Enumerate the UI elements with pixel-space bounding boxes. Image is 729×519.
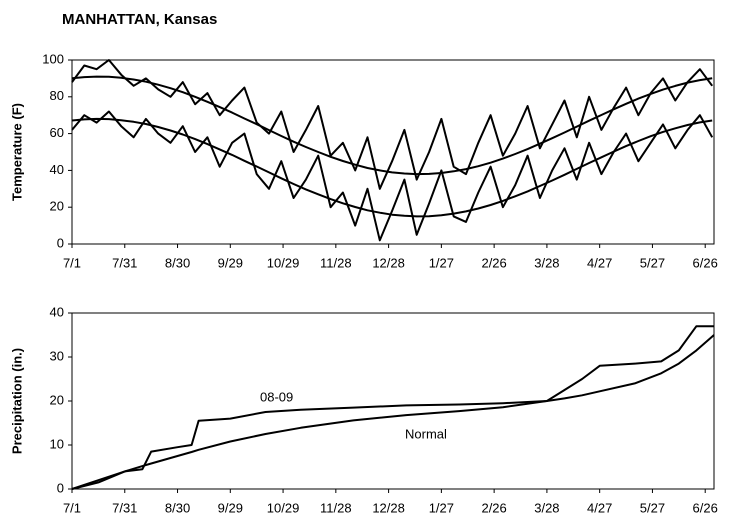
y-axis-title: Precipitation (in.) [9,348,24,454]
x-tick-label: 8/30 [165,500,190,515]
y-tick-label: 80 [50,88,64,103]
x-tick-label: 6/26 [693,500,718,515]
x-tick-label: 2/26 [481,255,506,270]
x-tick-label: 12/28 [372,255,405,270]
y-tick-label: 10 [50,436,64,451]
series-label: Normal [405,426,447,441]
x-tick-label: 8/30 [165,255,190,270]
x-tick-label: 7/1 [63,500,81,515]
chart-title: MANHATTAN, Kansas [62,11,217,28]
x-tick-label: 11/28 [320,500,352,515]
y-axis-title: Temperature (F) [9,103,24,201]
x-tick-label: 1/27 [429,500,454,515]
series-line [71,325,714,490]
series-line [71,117,713,218]
series-line [71,75,713,176]
x-tick-label: 7/31 [112,500,137,515]
series-line [71,110,714,242]
y-tick-label: 20 [50,392,64,407]
x-tick-label: 6/26 [693,255,718,270]
x-tick-label: 4/27 [587,255,612,270]
x-tick-label: 3/28 [534,500,559,515]
x-tick-label: 9/29 [218,500,243,515]
series-line [71,334,715,490]
y-tick-label: 40 [50,304,64,319]
y-tick-label: 40 [50,162,64,177]
plot-frame [71,59,715,245]
x-tick-label: 2/26 [481,500,506,515]
x-tick-label: 5/27 [640,255,665,270]
x-tick-label: 10/29 [267,500,300,515]
y-tick-label: 0 [57,480,64,495]
x-tick-label: 7/1 [63,255,81,270]
y-tick-label: 100 [42,51,64,66]
x-tick-label: 7/31 [112,255,137,270]
plot-frame [71,312,715,490]
x-tick-label: 9/29 [218,255,243,270]
y-tick-label: 0 [57,235,64,250]
x-tick-label: 1/27 [429,255,454,270]
x-tick-label: 12/28 [372,500,405,515]
x-tick-label: 3/28 [534,255,559,270]
x-tick-label: 4/27 [587,500,612,515]
series-label: 08-09 [260,389,293,404]
x-tick-label: 5/27 [640,500,665,515]
x-tick-label: 10/29 [267,255,300,270]
y-tick-label: 30 [50,348,64,363]
series-line [71,59,714,190]
x-tick-label: 11/28 [320,255,352,270]
y-tick-label: 20 [50,199,64,214]
y-tick-label: 60 [50,125,64,140]
